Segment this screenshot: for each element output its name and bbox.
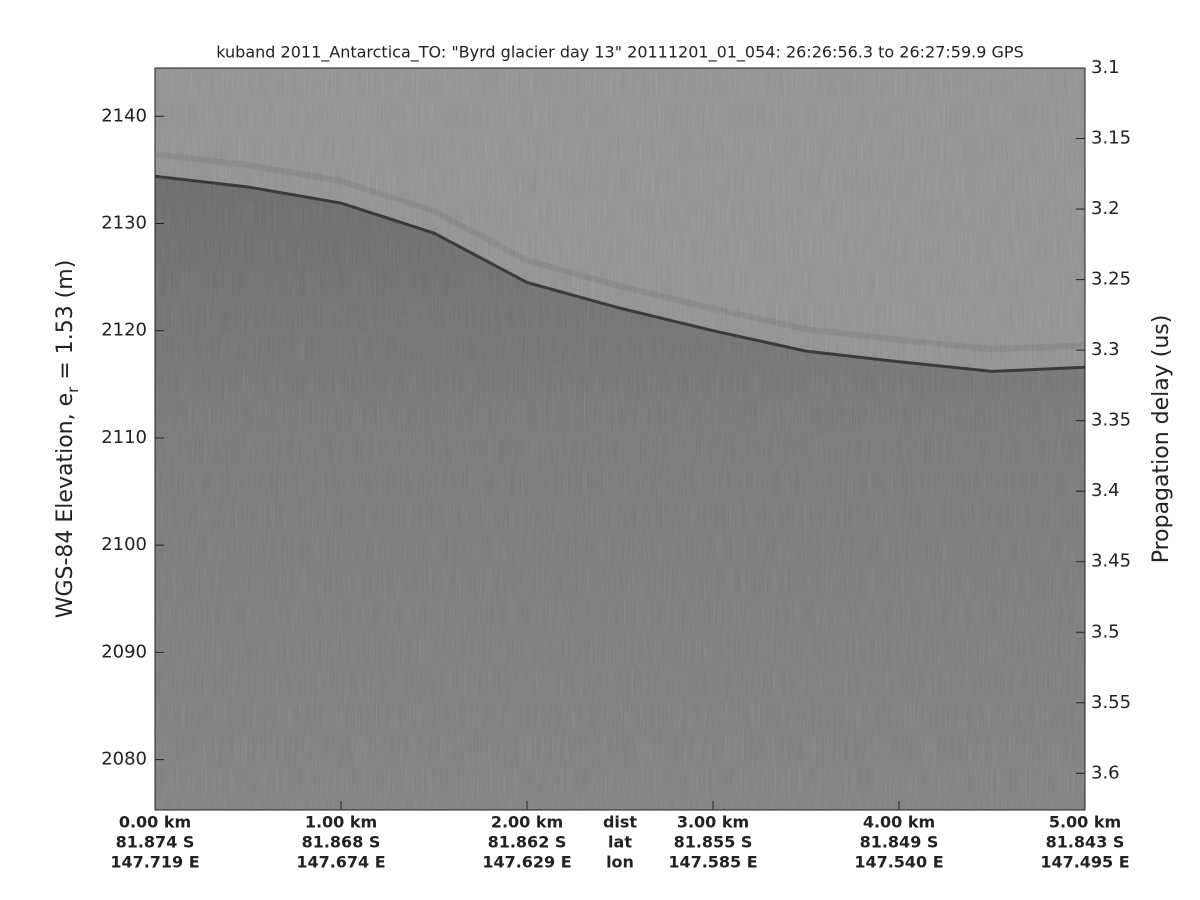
- echogram-image: [155, 68, 1085, 810]
- y2-tick-label: 3.2: [1091, 198, 1120, 219]
- y-tick-label: 2100: [101, 534, 147, 555]
- y2-tick-label: 3.5: [1091, 621, 1120, 642]
- y2-axis-label: Propagation delay (us): [1149, 315, 1174, 564]
- y-label-part: = 1.53 (m): [53, 260, 78, 387]
- lon-label: 147.495 E: [1040, 853, 1129, 872]
- x-tick-label: 3.00 km: [677, 813, 749, 832]
- y-tick-label: 2120: [101, 320, 147, 341]
- lon-label: 147.629 E: [482, 853, 571, 872]
- y-label-part: WGS-84 Elevation, e: [53, 393, 78, 618]
- y-tick-label: 2090: [101, 641, 147, 662]
- lon-label: 147.674 E: [296, 853, 385, 872]
- lat-label: 81.874 S: [116, 833, 195, 852]
- x-tick-label: 0.00 km: [119, 813, 191, 832]
- lon-label: 147.719 E: [110, 853, 199, 872]
- y-label-subscript: r: [64, 386, 82, 393]
- y-tick-label: 2080: [101, 749, 147, 770]
- y-tick-label: 2130: [101, 212, 147, 233]
- x-tick-label: 1.00 km: [305, 813, 377, 832]
- y-tick-label: 2110: [101, 427, 147, 448]
- y-tick-label: 2140: [101, 105, 147, 126]
- y-axis-label: WGS-84 Elevation, er = 1.53 (m): [53, 260, 82, 619]
- y2-tick-label: 3.4: [1091, 480, 1120, 501]
- row-label: lat: [608, 833, 632, 852]
- y2-tick-label: 3.3: [1091, 339, 1120, 360]
- chart-title: kuband 2011_Antarctica_TO: "Byrd glacier…: [216, 43, 1023, 63]
- lat-label: 81.843 S: [1046, 833, 1125, 852]
- lat-label: 81.862 S: [488, 833, 567, 852]
- y2-tick-label: 3.15: [1091, 128, 1131, 149]
- grain: [155, 68, 1085, 810]
- lon-label: 147.585 E: [668, 853, 757, 872]
- x-tick-label: 4.00 km: [863, 813, 935, 832]
- lat-label: 81.849 S: [860, 833, 939, 852]
- y2-tick-label: 3.55: [1091, 692, 1131, 713]
- lat-label: 81.868 S: [302, 833, 381, 852]
- lon-label: 147.540 E: [854, 853, 943, 872]
- x-tick-label: 5.00 km: [1049, 813, 1121, 832]
- surface-line: [155, 174, 1085, 373]
- row-label: lon: [606, 853, 634, 872]
- x-tick-label: 2.00 km: [491, 813, 563, 832]
- y2-tick-label: 3.45: [1091, 551, 1131, 572]
- lat-label: 81.855 S: [674, 833, 753, 852]
- row-label: dist: [603, 813, 637, 832]
- y2-tick-label: 3.6: [1091, 762, 1120, 783]
- y2-tick-label: 3.35: [1091, 410, 1131, 431]
- plot-frame: [154, 67, 1086, 811]
- y2-tick-label: 3.1: [1091, 57, 1120, 78]
- y2-tick-label: 3.25: [1091, 269, 1131, 290]
